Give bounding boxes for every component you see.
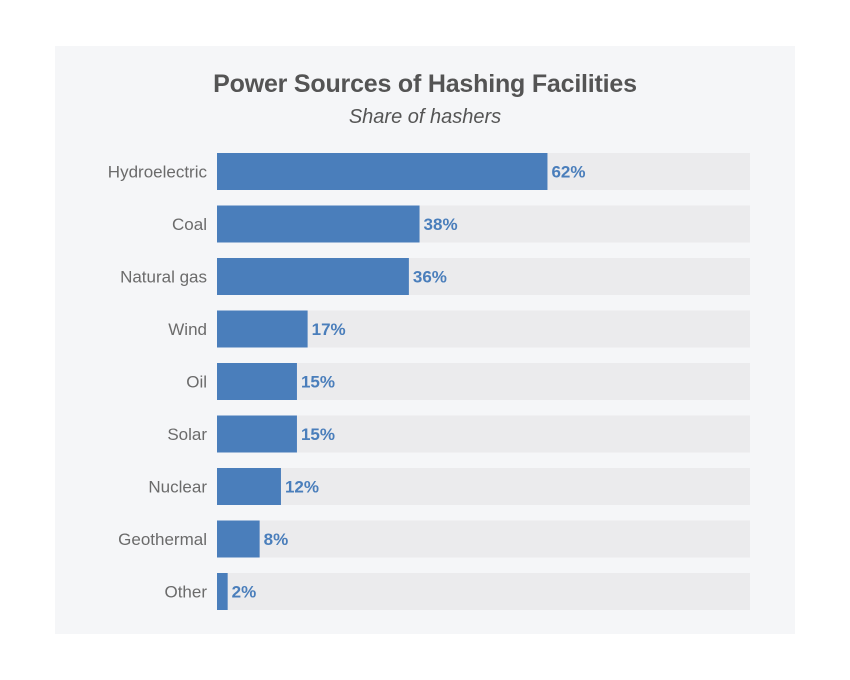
category-label: Wind bbox=[168, 320, 207, 339]
category-label: Solar bbox=[167, 425, 207, 444]
value-label: 8% bbox=[264, 530, 289, 549]
bar-oil bbox=[217, 363, 297, 400]
bar-wind bbox=[217, 310, 308, 348]
value-label: 2% bbox=[232, 583, 257, 602]
bar-solar bbox=[217, 415, 297, 453]
category-label: Nuclear bbox=[148, 478, 207, 497]
bar-track bbox=[217, 363, 750, 400]
value-label: 15% bbox=[301, 373, 335, 392]
bar-nuclear bbox=[217, 468, 281, 505]
category-label: Coal bbox=[172, 215, 207, 234]
value-label: 12% bbox=[285, 478, 319, 497]
bar-track bbox=[217, 468, 750, 505]
bar-hydroelectric bbox=[217, 153, 548, 190]
category-label: Natural gas bbox=[120, 268, 207, 287]
category-label: Hydroelectric bbox=[108, 163, 208, 182]
bar-track bbox=[217, 573, 750, 610]
bar-track bbox=[217, 415, 750, 453]
value-label: 62% bbox=[551, 163, 585, 182]
category-label: Other bbox=[164, 583, 207, 602]
category-label: Oil bbox=[186, 373, 207, 392]
bar-coal bbox=[217, 205, 420, 243]
chart-title: Power Sources of Hashing Facilities bbox=[213, 70, 637, 98]
bar-natural-gas bbox=[217, 258, 409, 295]
category-label: Geothermal bbox=[118, 530, 207, 549]
bar-track bbox=[217, 520, 750, 558]
chart-subtitle: Share of hashers bbox=[348, 106, 502, 128]
bar-geothermal bbox=[217, 520, 260, 558]
value-label: 36% bbox=[413, 268, 447, 287]
value-label: 38% bbox=[424, 215, 458, 234]
bar-other bbox=[217, 573, 228, 610]
value-label: 17% bbox=[312, 320, 346, 339]
value-label: 15% bbox=[301, 425, 335, 444]
